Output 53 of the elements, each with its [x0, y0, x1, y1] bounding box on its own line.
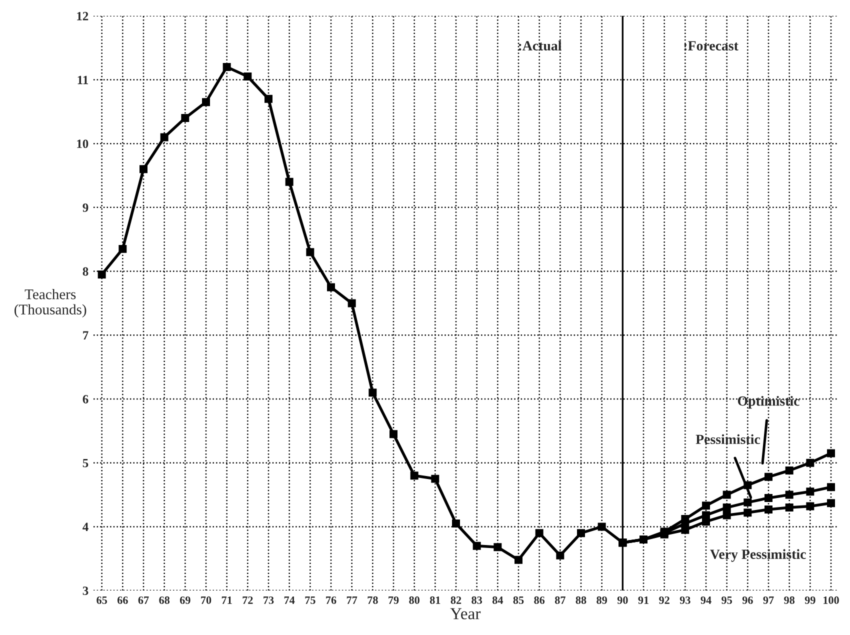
x-tick-label: 92 [659, 596, 670, 604]
x-tick-label: 66 [117, 596, 128, 604]
x-tick-label: 99 [804, 596, 816, 604]
x-tick-label: 86 [534, 596, 545, 604]
x-tick-label: 79 [388, 596, 399, 604]
x-tick-label: 98 [784, 596, 795, 604]
x-tick-label: 67 [138, 596, 149, 604]
x-tick-label: 91 [638, 596, 648, 604]
x-tick-label: 72 [242, 596, 253, 604]
y-axis-title: Teachers (Thousands) [14, 288, 86, 318]
y-tick-label: 11 [78, 76, 88, 84]
text: Pessimistic [696, 434, 760, 444]
y-tick-label: 4 [82, 522, 88, 532]
x-tick-label: 81 [430, 596, 440, 604]
y-tick-label: 8 [82, 267, 88, 276]
x-tick-label: 83 [472, 596, 482, 604]
x-axis-title: Year [450, 608, 481, 620]
x-tick-label: 70 [201, 596, 212, 604]
x-tick-label: 90 [617, 596, 628, 604]
y-tick-label: 3 [82, 586, 88, 596]
x-tick-label: 85 [513, 596, 524, 604]
x-tick-label: 80 [409, 596, 420, 604]
x-tick-label: 93 [680, 596, 690, 604]
x-tick-label: 88 [576, 596, 586, 604]
x-tick-label: 96 [742, 596, 753, 604]
y-tick-label: 10 [77, 140, 88, 148]
y-tick-label: 6 [82, 395, 88, 404]
y-tick-label: 7 [83, 331, 88, 340]
x-tick-label: 73 [264, 596, 274, 604]
y-tick-label: 12 [77, 12, 88, 20]
x-tick-label: 65 [96, 596, 107, 604]
series-label: Very Pessimistic [710, 549, 806, 562]
x-tick-label: 71 [222, 596, 232, 604]
x-tick-label: 97 [763, 596, 774, 604]
text: Optimistic [738, 396, 800, 409]
x-tick-label: 87 [554, 596, 566, 604]
y-tick-label: 9 [82, 203, 88, 212]
x-tick-label: 82 [450, 596, 462, 604]
x-tick-label: 74 [284, 596, 295, 604]
x-tick-label: 77 [346, 596, 358, 604]
x-tick-label: 68 [159, 596, 170, 604]
x-tick-label: 89 [596, 596, 607, 604]
x-tick-label: 75 [305, 596, 316, 604]
x-tick-label: 100 [824, 596, 839, 604]
annotation: :Actual [518, 40, 562, 51]
x-tick-label: 76 [326, 596, 336, 604]
annotation: :Forecast [684, 41, 738, 51]
x-tick-label: 94 [700, 596, 712, 604]
x-tick-label: 95 [722, 596, 732, 604]
x-tick-label: 84 [492, 596, 504, 604]
y-tick-label: 5 [82, 458, 88, 468]
x-tick-label: 69 [180, 596, 190, 604]
x-tick-label: 78 [368, 596, 378, 604]
